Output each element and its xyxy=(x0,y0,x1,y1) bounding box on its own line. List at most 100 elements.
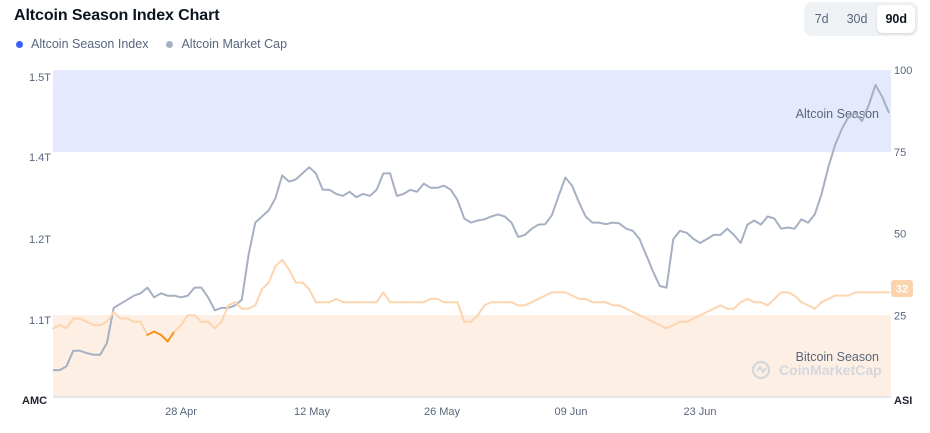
series-segment-index xyxy=(652,320,661,327)
series-segment-index xyxy=(584,297,594,304)
series-segment-index xyxy=(139,320,149,336)
series-segment-index xyxy=(786,291,796,297)
series-segment-index xyxy=(254,288,263,307)
x-tick-label: 09 Jun xyxy=(554,406,587,418)
series-segment-index xyxy=(719,304,729,310)
series-segment-index xyxy=(52,324,61,330)
series-segment-index xyxy=(773,291,783,300)
legend-item-index[interactable]: Altcoin Season Index xyxy=(16,37,148,51)
right-tick-label: 75 xyxy=(894,147,906,159)
series-segment-index xyxy=(537,294,547,300)
current-index-value: 32 xyxy=(896,284,908,296)
series-segment-index xyxy=(220,304,230,323)
timeframe-90d-button[interactable]: 90d xyxy=(877,5,915,33)
series-layer xyxy=(52,84,890,372)
series-segment-index xyxy=(126,317,135,323)
series-segment-index xyxy=(301,281,311,291)
left-tick-label: 1.4T xyxy=(29,152,51,164)
series-segment-index xyxy=(685,317,695,323)
series-segment-index xyxy=(625,307,634,313)
series-segment-index xyxy=(618,304,628,310)
watermark-text: CoinMarketCap xyxy=(779,362,882,378)
chart-title: Altcoin Season Index Chart xyxy=(14,7,220,24)
series-segment-index xyxy=(85,320,95,327)
series-segment-index xyxy=(732,301,742,310)
series-segment-index xyxy=(638,314,648,320)
right-axis: 100 75 50 25 xyxy=(894,65,912,322)
x-tick-label: 28 Apr xyxy=(165,406,197,418)
series-segment-index xyxy=(800,301,810,307)
right-tick-label: 100 xyxy=(894,65,912,77)
series-segment-index xyxy=(308,288,317,304)
series-segment-index xyxy=(665,324,675,330)
series-segment-index xyxy=(207,320,216,330)
bitcoin-season-zone xyxy=(53,315,891,397)
current-index-badge-bg xyxy=(891,280,913,297)
series-segment-index xyxy=(759,301,769,307)
series-segment-index xyxy=(328,297,338,304)
left-tick-label: 1.5T xyxy=(29,72,51,84)
series-segment-index xyxy=(544,291,553,297)
left-tick-label: 1.2T xyxy=(29,234,51,246)
series-segment-index xyxy=(180,314,189,327)
series-segment-index xyxy=(820,297,830,304)
right-axis-label: ASI xyxy=(894,395,912,407)
coinmarketcap-logo-icon xyxy=(751,360,771,380)
chart-legend: Altcoin Season Index Altcoin Market Cap xyxy=(16,37,287,51)
series-segment-index xyxy=(436,297,445,304)
series-segment-index xyxy=(99,320,108,327)
series-segment-index xyxy=(739,297,749,304)
series-segment-index xyxy=(274,258,284,268)
timeframe-7d-button[interactable]: 7d xyxy=(807,5,837,33)
series-segment-index xyxy=(483,301,493,307)
legend-item-market-cap[interactable]: Altcoin Market Cap xyxy=(166,37,287,51)
series-segment-index xyxy=(79,317,88,323)
series-segment-index xyxy=(146,330,156,336)
series-segment-index xyxy=(847,291,857,297)
series-segment-index xyxy=(105,311,115,323)
series-segment-index xyxy=(706,307,715,313)
right-tick-label: 50 xyxy=(894,229,906,241)
series-segment-index xyxy=(227,301,236,307)
bitcoin-season-label: Bitcoin Season xyxy=(796,350,879,364)
series-segment-index xyxy=(159,333,169,343)
legend-dot-index xyxy=(16,40,23,48)
series-segment-index xyxy=(793,294,803,304)
series-segment-index xyxy=(153,330,162,336)
series-segment-index xyxy=(699,311,708,317)
series-segment-index xyxy=(476,304,486,317)
series-segment-index xyxy=(712,304,722,310)
x-tick-label: 12 May xyxy=(294,406,331,418)
series-segment-index xyxy=(523,301,533,307)
left-axis-label: AMC xyxy=(22,395,47,407)
series-segment-index xyxy=(746,297,756,304)
series-segment-index xyxy=(571,294,580,300)
series-segment-index xyxy=(510,301,520,307)
series-segment-index xyxy=(166,330,176,343)
series-segment-index xyxy=(658,324,668,330)
series-segment-index xyxy=(234,301,243,310)
series-segment-index xyxy=(281,258,290,271)
series-segment-index xyxy=(65,317,75,330)
series-segment-index xyxy=(807,304,816,310)
x-tick-label: 23 Jun xyxy=(683,406,716,418)
series-segment-index xyxy=(470,314,479,323)
legend-dot-market-cap xyxy=(166,40,174,48)
timeframe-30d-button[interactable]: 30d xyxy=(839,5,876,33)
timeframe-selector: 7d 30d 90d xyxy=(803,2,918,36)
series-segment-index xyxy=(645,317,654,323)
series-segment-index xyxy=(564,291,574,297)
altcoin-season-zone xyxy=(53,70,891,152)
series-segment-index xyxy=(456,301,466,323)
series-segment-index xyxy=(213,320,223,330)
series-segment-index xyxy=(631,311,641,317)
series-segment-index xyxy=(813,301,823,310)
series-segment-index xyxy=(288,268,297,284)
series-segment-index xyxy=(766,297,776,307)
watermark: CoinMarketCap xyxy=(751,360,882,380)
series-segment-index xyxy=(827,294,837,300)
x-tick-label: 26 May xyxy=(424,406,461,418)
series-segment-index xyxy=(382,291,392,304)
x-axis: 28 Apr 12 May 26 May 09 Jun 23 Jun xyxy=(165,406,716,418)
